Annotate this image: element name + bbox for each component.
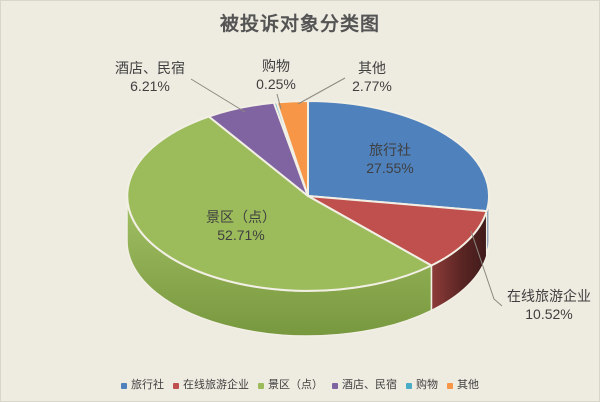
pie-label-scenic-area: 景区（点） 52.71%	[206, 209, 276, 243]
legend-label-other: 其他	[457, 379, 479, 391]
pie-label-online-travel-company: 在线旅游企业 10.52%	[507, 288, 591, 322]
legend-swatch-other	[447, 382, 453, 389]
legend-swatch-hotel-homestay	[332, 382, 338, 389]
legend-item-online-travel-company: 在线旅游企业	[173, 380, 249, 391]
pie-label-travel-agency: 旅行社 27.55%	[366, 142, 413, 176]
legend-label-travel-agency: 旅行社	[131, 379, 164, 391]
data-labels: 旅行社 27.55% 在线旅游企业 10.52% 景区（点） 52.71% 酒店、民宿 6.2…	[115, 58, 591, 322]
chart-title: 被投诉对象分类图	[219, 14, 380, 35]
data-label-leader-lines	[190, 77, 503, 307]
pie-label-other: 其他 2.77%	[352, 60, 392, 94]
legend-label-scenic-area: 景区（点）	[268, 379, 323, 391]
pie-label-shopping: 购物 0.25%	[256, 58, 296, 92]
legend-label-online-travel-company: 在线旅游企业	[183, 379, 249, 391]
legend-swatch-travel-agency	[121, 382, 127, 389]
legend-item-travel-agency: 旅行社	[121, 380, 164, 391]
pie-slice-travel-agency	[307, 100, 490, 213]
leader-line-shopping	[276, 93, 282, 110]
pie-slices	[126, 99, 490, 292]
pie-slice-online-travel-company	[307, 195, 488, 267]
pie-label-hotel-homestay: 酒店、民宿 6.21%	[115, 60, 185, 94]
legend-item-shopping: 购物	[406, 380, 438, 391]
pie-slice-scenic-area	[126, 115, 433, 292]
legend-swatch-shopping	[406, 382, 412, 389]
legend-label-hotel-homestay: 酒店、民宿	[342, 379, 397, 391]
legend-item-hotel-homestay: 酒店、民宿	[332, 380, 397, 391]
leader-line-online-travel-company	[470, 230, 503, 307]
pie-slice-other	[275, 99, 309, 197]
chart-legend: 旅行社 在线旅游企业 景区（点） 酒店、民宿 购物 其他	[0, 380, 600, 391]
legend-swatch-online-travel-company	[173, 382, 179, 389]
legend-swatch-scenic-area	[258, 382, 264, 389]
legend-item-scenic-area: 景区（点）	[258, 380, 323, 391]
leader-line-other	[297, 77, 346, 105]
legend-label-shopping: 购物	[416, 379, 438, 391]
legend-item-other: 其他	[447, 380, 479, 391]
leader-line-hotel-homestay	[190, 78, 246, 113]
